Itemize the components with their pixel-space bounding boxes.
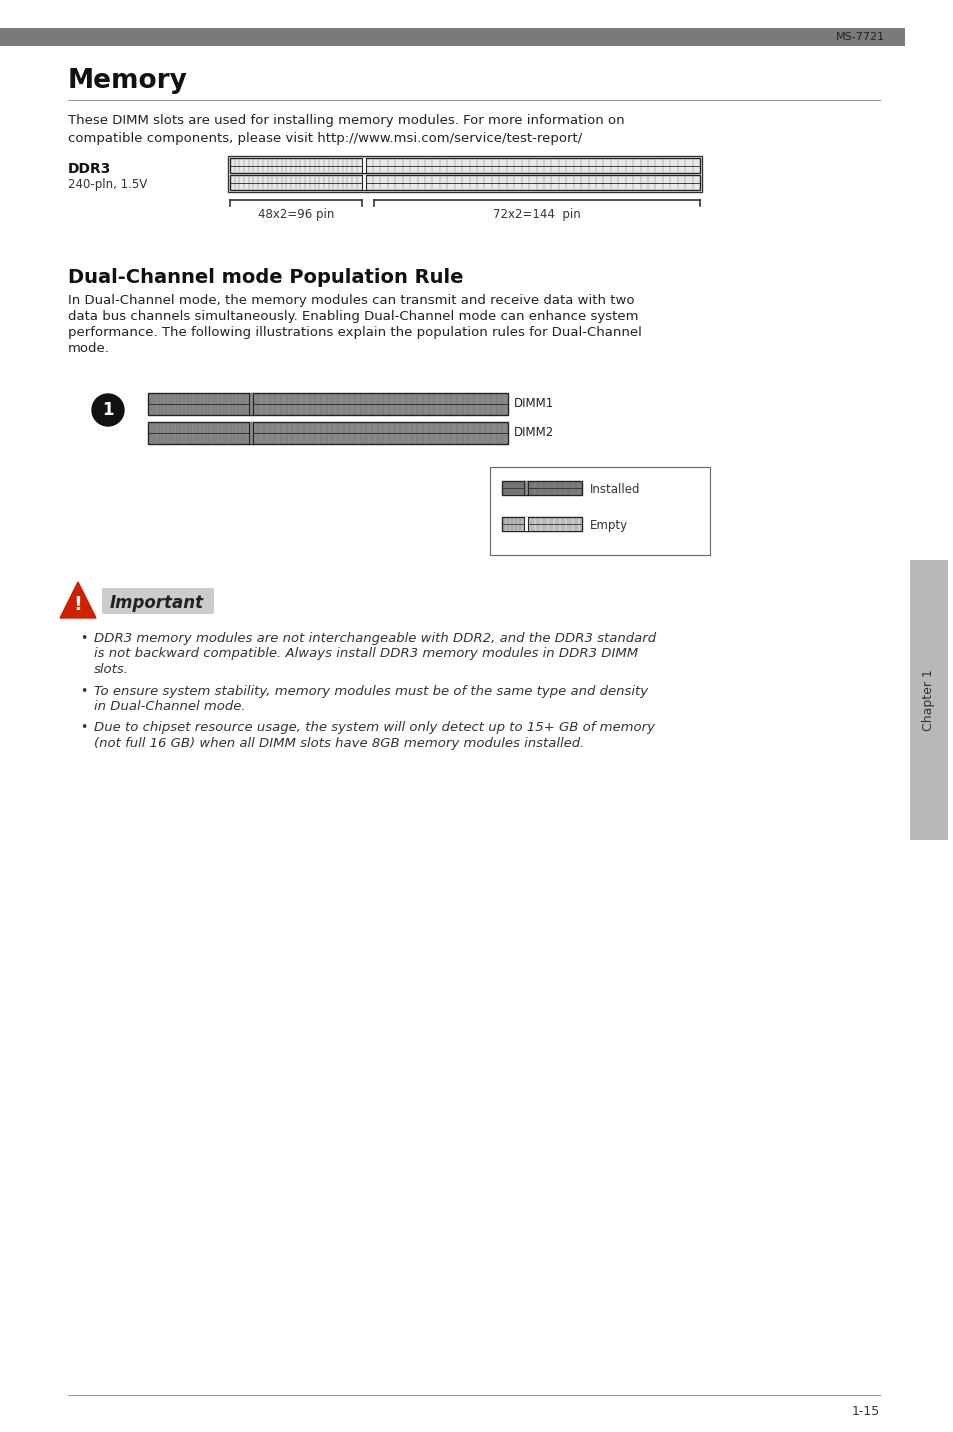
Bar [524,517,528,531]
Text: Due to chipset resource usage, the system will only detect up to 15+ GB of memor: Due to chipset resource usage, the syste… [94,722,655,735]
Bar [148,392,507,415]
Text: •: • [80,632,88,644]
Bar [228,156,701,192]
Text: •: • [80,722,88,735]
Bar [361,158,365,173]
Text: Installed: Installed [589,483,639,495]
Text: DIMM1: DIMM1 [514,397,554,410]
Text: 72x2=144  pin: 72x2=144 pin [493,208,580,221]
Bar [524,481,528,495]
Polygon shape [60,581,96,619]
Text: DDR3: DDR3 [68,162,112,176]
Bar [490,467,709,556]
Bar [249,422,253,444]
Text: 48x2=96 pin: 48x2=96 pin [257,208,334,221]
Text: !: ! [73,594,82,614]
Text: DIMM2: DIMM2 [514,425,554,440]
Text: slots.: slots. [94,663,129,676]
Bar [501,517,581,531]
Text: In Dual-Channel mode, the memory modules can transmit and receive data with two: In Dual-Channel mode, the memory modules… [68,294,634,306]
Bar [148,422,507,444]
Text: in Dual-Channel mode.: in Dual-Channel mode. [94,700,245,713]
Bar [0,29,904,46]
Text: compatible components, please visit http://www.msi.com/service/test-report/: compatible components, please visit http… [68,132,581,145]
Text: Important: Important [110,594,204,611]
Text: Dual-Channel mode Population Rule: Dual-Channel mode Population Rule [68,268,463,286]
Bar [501,481,581,495]
FancyBboxPatch shape [102,589,213,614]
Text: Empty: Empty [589,518,627,533]
Text: 240-pln, 1.5V: 240-pln, 1.5V [68,178,147,190]
Text: Memory: Memory [68,67,188,95]
Text: Chapter 1: Chapter 1 [922,669,935,730]
Text: is not backward compatible. Always install DDR3 memory modules in DDR3 DIMM: is not backward compatible. Always insta… [94,647,638,660]
Bar [249,392,253,415]
Text: These DIMM slots are used for installing memory modules. For more information on: These DIMM slots are used for installing… [68,115,624,127]
Text: •: • [80,684,88,697]
Text: DDR3 memory modules are not interchangeable with DDR2, and the DDR3 standard: DDR3 memory modules are not interchangea… [94,632,656,644]
Text: mode.: mode. [68,342,110,355]
Bar [230,175,700,190]
Text: data bus channels simultaneously. Enabling Dual-Channel mode can enhance system: data bus channels simultaneously. Enabli… [68,309,638,324]
Text: MS-7721: MS-7721 [835,32,884,42]
Bar [361,175,365,190]
Bar [230,158,700,173]
Text: 1: 1 [102,401,113,420]
Text: performance. The following illustrations explain the population rules for Dual-C: performance. The following illustrations… [68,326,641,339]
Circle shape [91,394,124,425]
Text: 1-15: 1-15 [851,1405,879,1418]
Bar [909,560,947,841]
Text: (not full 16 GB) when all DIMM slots have 8GB memory modules installed.: (not full 16 GB) when all DIMM slots hav… [94,737,584,750]
Text: To ensure system stability, memory modules must be of the same type and density: To ensure system stability, memory modul… [94,684,647,697]
